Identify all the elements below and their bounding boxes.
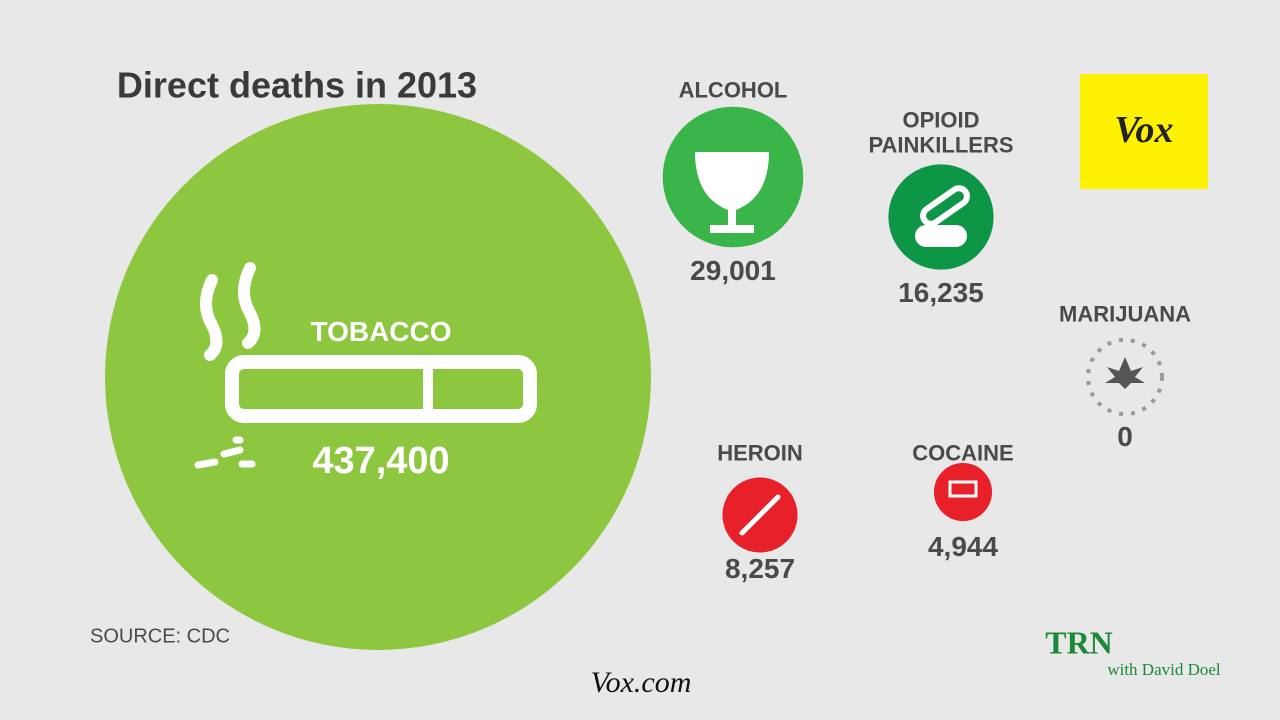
- alcohol-icon: [695, 152, 769, 233]
- cocaine-icon: [948, 480, 978, 498]
- value-label: 0: [1117, 420, 1133, 452]
- category-label: HEROIN: [717, 440, 803, 466]
- source: SOURCE: CDC: [89, 625, 230, 648]
- value-label: 4,944: [927, 530, 999, 562]
- watermark: TRN: [1045, 624, 1113, 661]
- watermark-sub: with David Doel: [1107, 660, 1221, 680]
- logo-box: [1080, 74, 1208, 189]
- chart-title: Direct deaths in 2013: [116, 64, 478, 106]
- category-label: COCAINE: [912, 440, 1014, 466]
- category-label: ALCOHOL: [678, 77, 788, 103]
- tobacco-icon: [194, 262, 537, 469]
- heroin-icon: [739, 494, 781, 536]
- category-label: MARIJUANA: [1059, 301, 1191, 327]
- value-label: 29,001: [690, 254, 776, 286]
- category-label: TOBACCO: [310, 315, 452, 347]
- value-label: 437,400: [312, 440, 450, 483]
- value-label: 8,257: [724, 552, 796, 584]
- logo: Vox: [1114, 109, 1174, 152]
- bubble: [105, 104, 651, 650]
- value-label: 16,235: [898, 276, 984, 308]
- bubble: [933, 462, 993, 522]
- category-label: OPIOID PAINKILLERS: [868, 107, 1014, 158]
- site: Vox.com: [590, 665, 692, 699]
- marijuana-icon: [1086, 338, 1164, 416]
- opioid-icon: [915, 185, 970, 247]
